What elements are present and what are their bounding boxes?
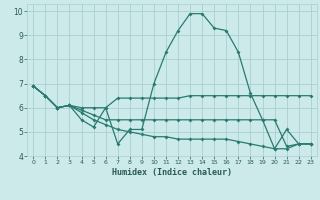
X-axis label: Humidex (Indice chaleur): Humidex (Indice chaleur) (112, 168, 232, 177)
